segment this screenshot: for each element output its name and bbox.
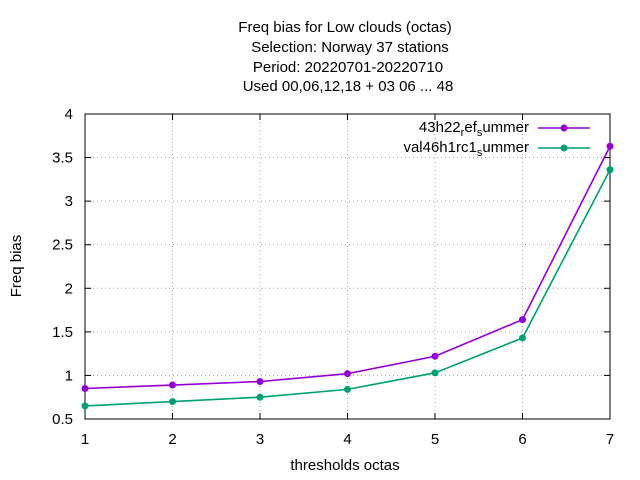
y-tick-label: 2.5 [52,237,73,254]
series-2-point [169,398,176,406]
title-line-1: Freq bias for Low clouds (octas) [238,19,451,36]
legend-marker-2 [560,144,568,152]
series-1-point [256,378,264,386]
x-tick-label: 4 [343,431,351,448]
x-tick-label: 2 [168,431,176,448]
series-1 [81,142,614,392]
y-tick-label: 4 [65,106,73,123]
x-tick-label: 5 [431,431,439,448]
legend-entry-2: val46h1rc1summer [403,139,590,159]
series-2 [81,166,614,410]
x-tick-label: 6 [518,431,526,448]
x-tick-label: 7 [606,431,614,448]
series-1-point [81,385,89,392]
series-1-point [431,352,439,360]
y-tick-label: 1 [65,367,73,384]
series-2-point [344,385,351,393]
series-1-point [344,370,351,378]
series-2-point [606,166,614,174]
series-2-point [81,402,89,410]
x-tick-label: 3 [256,431,264,448]
series-2-point [256,393,264,401]
grid [85,114,610,419]
title-line-3: Period: 20220701-20220710 [253,59,443,76]
y-tick-label: 0.5 [52,411,73,428]
series-2-point [519,334,526,342]
legend: 43h22refsummer val46h1rc1summer [403,119,590,159]
series-1-point [169,381,176,389]
y-axis-label: Freq bias [8,235,25,298]
legend-entry-1: 43h22refsummer [419,119,590,139]
y-tick-label: 3.5 [52,150,73,167]
chart-title: Freq bias for Low clouds (octas) Selecti… [238,19,453,95]
x-tick-label: 1 [81,431,89,448]
y-tick-label: 2 [65,280,73,297]
y-tick-label: 3 [65,193,73,210]
legend-marker-1 [560,124,568,132]
x-axis-label: thresholds octas [290,457,399,474]
legend-label-2: val46h1rc1summer [403,139,529,159]
title-line-4: Used 00,06,12,18 + 03 06 ... 48 [243,78,454,95]
series-1-point [606,142,614,150]
y-tick-label: 1.5 [52,324,73,341]
title-line-2: Selection: Norway 37 stations [251,39,449,56]
x-axis: 1 2 3 4 5 6 7 [81,114,614,448]
series-2-point [431,369,439,377]
legend-label-1: 43h22refsummer [419,119,529,139]
series-layer [81,142,614,410]
series-1-point [519,316,526,324]
